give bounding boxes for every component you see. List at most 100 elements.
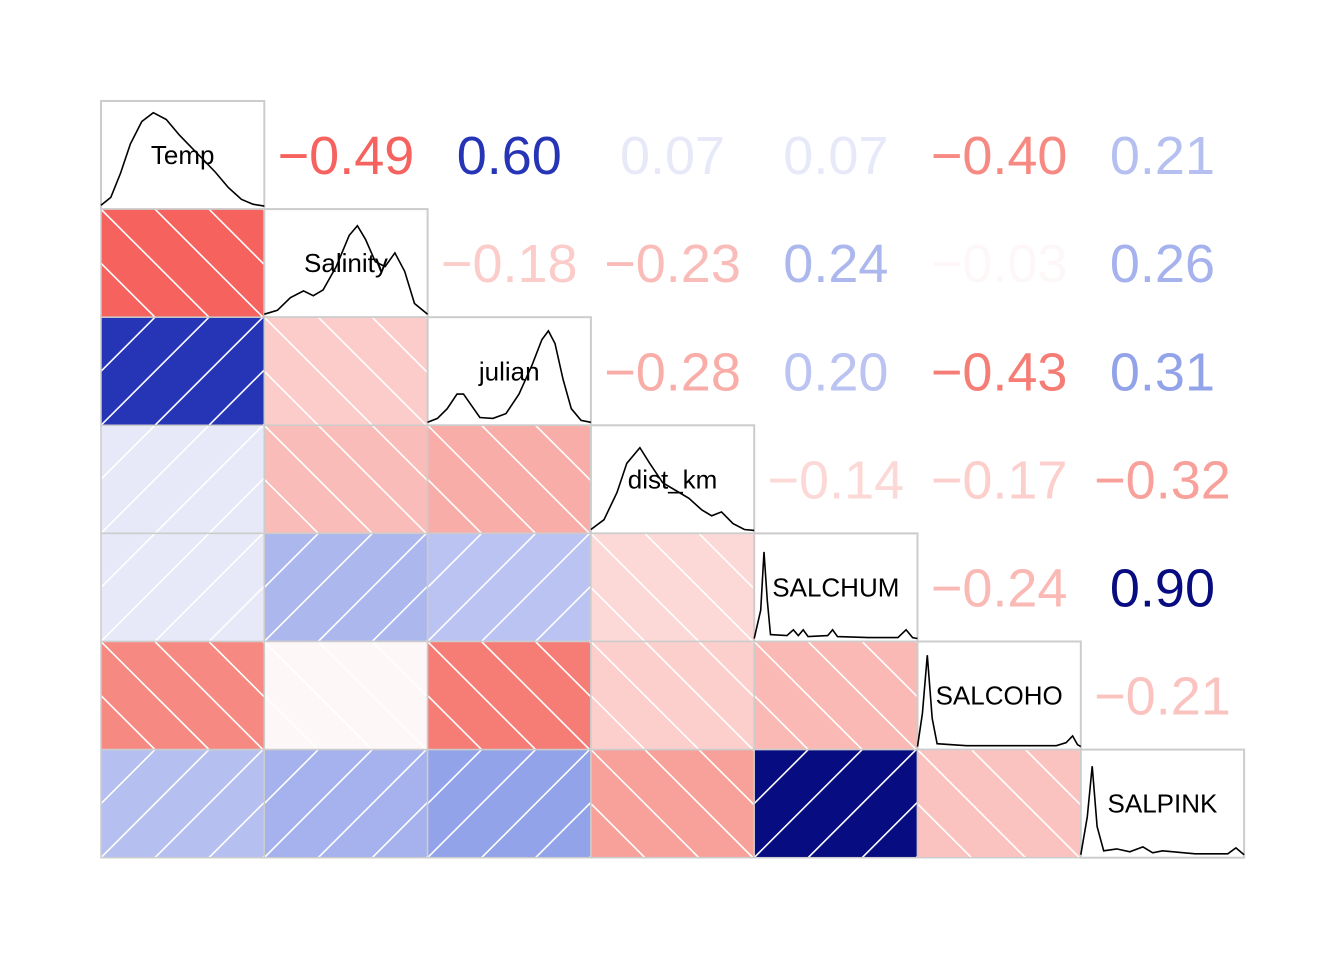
correlation-value: 0.31 — [1110, 342, 1215, 402]
hatch-lines — [427, 749, 591, 858]
hatch-line — [101, 317, 156, 373]
density-curve-julian — [427, 329, 592, 424]
correlation-fill — [101, 425, 265, 534]
hatch-line — [970, 749, 1081, 858]
hatch-line — [534, 425, 591, 482]
hatch-lines — [590, 641, 755, 750]
hatch-line — [427, 641, 537, 750]
hatch-lines — [427, 533, 591, 642]
hatch-line — [101, 425, 156, 481]
hatch-line — [264, 478, 319, 534]
hatch-line — [317, 749, 427, 858]
correlation-cell — [100, 424, 266, 535]
hatch-lines — [754, 749, 918, 858]
hatch-line — [317, 641, 427, 750]
hatch-line — [101, 533, 210, 642]
correlation-value: 0.07 — [620, 126, 725, 186]
hatch-line — [208, 641, 265, 699]
hatch-line — [807, 749, 917, 858]
hatch-line — [264, 370, 319, 426]
correlation-cell — [426, 532, 592, 643]
correlation-fill — [590, 533, 755, 642]
correlation-fill — [101, 749, 265, 858]
correlation-fill — [264, 749, 428, 858]
correlation-cell — [100, 640, 266, 751]
hatch-line — [480, 749, 591, 858]
hatch-line — [101, 748, 102, 750]
correlation-cell — [263, 748, 429, 859]
correlation-value: −0.32 — [1094, 450, 1231, 510]
hatch-line — [427, 749, 483, 805]
density-curve-salinity — [264, 224, 429, 315]
correlation-fill — [101, 641, 265, 750]
correlation-fill — [101, 317, 265, 426]
diagonal-cell-temp — [100, 100, 266, 211]
hatch-lines — [590, 749, 755, 858]
hatch-line — [264, 749, 373, 858]
variable-label: SALCHUM — [772, 572, 899, 602]
hatch-lines — [101, 317, 265, 426]
correlation-fill — [427, 533, 591, 642]
correlation-value: 0.07 — [783, 126, 888, 186]
hatch-line — [154, 533, 264, 642]
hatch-line — [590, 533, 700, 642]
hatch-line — [754, 749, 809, 805]
hatch-line — [264, 694, 319, 750]
hatch-line — [101, 425, 210, 534]
hatch-line — [154, 209, 264, 318]
hatch-line — [427, 694, 483, 750]
hatch-lines — [427, 425, 591, 534]
correlation-fill — [264, 641, 428, 750]
correlation-value: −0.03 — [931, 234, 1068, 294]
hatch-line — [101, 533, 156, 589]
hatch-line — [480, 533, 591, 642]
variable-label: Temp — [151, 140, 215, 170]
hatch-line — [917, 802, 973, 858]
hatch-line — [644, 533, 754, 642]
hatch-line — [101, 749, 102, 751]
hatch-lines — [101, 425, 265, 534]
hatch-line — [154, 317, 264, 426]
density-curve-temp — [100, 111, 265, 207]
hatch-line — [101, 316, 102, 318]
hatch-line — [371, 801, 428, 858]
correlation-value: −0.43 — [931, 342, 1068, 402]
hatch-line — [264, 641, 373, 750]
hatch-line — [101, 749, 210, 858]
correlation-cell — [426, 424, 592, 535]
correlation-fill — [917, 749, 1081, 858]
hatch-lines — [101, 533, 265, 642]
hatch-line — [427, 425, 537, 534]
density-curve-salpink — [1080, 766, 1245, 856]
hatch-line — [427, 533, 537, 642]
correlation-fill — [427, 749, 591, 858]
correlation-value: −0.18 — [441, 234, 578, 294]
hatch-line — [698, 641, 755, 699]
hatch-line — [371, 584, 428, 642]
correlation-value: 0.26 — [1110, 234, 1215, 294]
hatch-lines — [264, 749, 428, 858]
hatch-line — [807, 641, 917, 750]
correlation-cell — [263, 532, 429, 643]
correlation-value: −0.23 — [604, 234, 741, 294]
hatch-line — [480, 641, 591, 750]
hatch-line — [317, 317, 427, 426]
correlation-cell — [263, 424, 429, 535]
hatch-lines — [590, 533, 755, 642]
correlation-value: 0.90 — [1110, 558, 1215, 618]
correlation-fill — [427, 425, 591, 534]
hatch-line — [371, 317, 428, 374]
correlation-fill — [590, 749, 755, 858]
correlation-fill — [754, 641, 918, 750]
hatch-line — [698, 749, 755, 807]
correlation-value: −0.28 — [604, 342, 741, 402]
hatch-line — [590, 586, 646, 642]
hatch-line — [590, 749, 700, 858]
hatch-lines — [101, 641, 265, 750]
correlation-value: −0.17 — [931, 450, 1068, 510]
hatch-line — [208, 209, 265, 266]
density-curve-salcoho — [916, 655, 1082, 748]
hatch-line — [264, 533, 373, 642]
hatch-line — [371, 425, 428, 482]
hatch-line — [208, 584, 265, 642]
